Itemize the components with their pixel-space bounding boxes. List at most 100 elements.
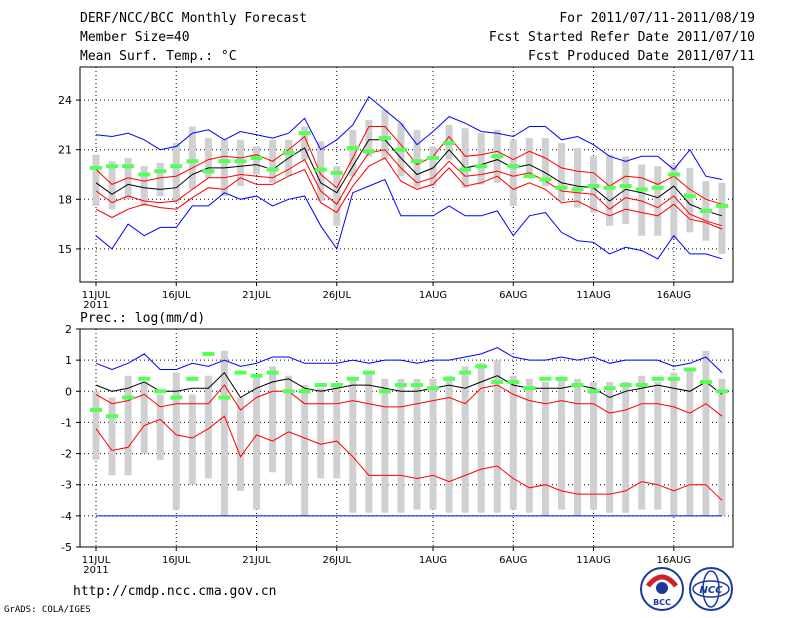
temp-spread-box: [301, 126, 309, 160]
prec-obs-mark: [330, 383, 343, 388]
prec-obs-mark: [475, 364, 488, 369]
prec-spread-box: [397, 378, 405, 513]
prec-obs-mark: [427, 386, 440, 391]
temp-spread-box: [477, 133, 485, 185]
prec-obs-mark: [699, 379, 712, 384]
temp-spread-box: [654, 166, 662, 236]
prec-ytick-label: -2: [61, 448, 72, 461]
temp-xtick-label: 26JUL: [322, 290, 351, 301]
prec-ytick-label: -5: [61, 541, 72, 554]
prec-spread-box: [413, 378, 421, 510]
temp-obs-mark: [667, 172, 680, 177]
temp-spread-box: [461, 128, 469, 188]
prec-xtick-label: 21JUL: [242, 555, 271, 566]
temp-obs-mark: [122, 164, 135, 169]
temp-spread-box: [108, 161, 116, 210]
prec-obs-mark: [394, 383, 407, 388]
prec-spread-box: [301, 385, 309, 516]
agency-logos: BCC NCC: [640, 567, 733, 611]
temp-obs-mark: [651, 185, 664, 190]
temp-obs-mark: [571, 187, 584, 192]
temp-spread-box: [204, 138, 212, 178]
temp-spread-box: [140, 166, 148, 206]
bcc-logo-text: BCC: [653, 598, 671, 607]
prec-spread-box: [686, 369, 694, 516]
temp-series-lowest: [95, 157, 723, 230]
prec-spread-box: [236, 397, 244, 491]
prec-obs-mark: [635, 383, 648, 388]
temp-spread-box: [365, 119, 373, 157]
prec-obs-mark: [411, 383, 423, 388]
temp-spread-box: [525, 138, 533, 175]
temp-obs-mark: [250, 155, 263, 160]
prec-spread-box: [461, 366, 469, 513]
prec-obs-mark: [667, 376, 680, 381]
prec-obs-mark: [651, 376, 664, 381]
temp-year-label: 2011: [83, 300, 108, 311]
source-url[interactable]: http://cmdp.ncc.cma.gov.cn: [73, 584, 277, 599]
prec-obs-mark: [715, 389, 728, 394]
temp-ytick-label: 21: [58, 144, 72, 157]
prec-obs-mark: [443, 376, 456, 381]
prec-spread-box: [269, 366, 277, 473]
temp-spread-box: [172, 143, 180, 203]
temp-obs-mark: [170, 164, 183, 169]
prec-spread-box: [220, 350, 228, 516]
prec-spread-box: [140, 381, 148, 454]
prec-obs-mark: [266, 370, 279, 375]
temp-obs-mark: [411, 159, 423, 164]
prec-spread-box: [204, 375, 212, 479]
prec-obs-mark: [571, 383, 584, 388]
prec-ytick-label: 2: [65, 323, 72, 336]
prec-spread-box: [622, 381, 630, 513]
prec-spread-box: [493, 360, 501, 513]
prec-xtick-label: 11JUL: [82, 555, 111, 566]
prec-spread-box: [253, 375, 260, 510]
prec-ytick-label: -4: [61, 510, 72, 523]
prec-spread-box: [574, 378, 581, 516]
prec-obs-mark: [346, 376, 359, 381]
prec-obs-mark: [90, 407, 102, 412]
temp-spread-box: [381, 110, 389, 160]
temp-spread-box: [574, 148, 581, 208]
temp-obs-mark: [90, 165, 102, 170]
temp-obs-mark: [154, 169, 167, 174]
prec-spread-box: [365, 372, 373, 513]
prec-ytick-label: 0: [65, 385, 72, 398]
forecast-produced-date: Fcst Produced Date 2011/07/11: [528, 49, 755, 64]
temp-obs-mark: [394, 147, 407, 152]
temp-spread-box: [670, 164, 678, 239]
temp-spread-box: [638, 164, 646, 236]
temp-obs-mark: [330, 170, 343, 175]
temp-spread-box: [429, 146, 437, 187]
temp-obs-mark: [218, 159, 231, 164]
prec-obs-mark: [459, 370, 472, 375]
temp-obs-mark: [378, 136, 391, 141]
prec-spread-box: [429, 378, 437, 510]
prec-spread-box: [702, 350, 710, 516]
prec-spread-box: [654, 381, 662, 510]
temp-series-mean: [95, 139, 723, 217]
prec-obs-mark: [250, 373, 263, 378]
prec-xtick-label: 11AUG: [576, 555, 611, 566]
temp-spread-box: [156, 162, 164, 196]
prec-series-lower: [95, 415, 723, 501]
temp-obs-mark: [699, 208, 712, 213]
prec-xtick-label: 16JUL: [162, 555, 191, 566]
temp-obs-mark: [715, 203, 728, 208]
temp-spread-box: [253, 146, 260, 175]
prec-spread-box: [638, 375, 646, 510]
temp-obs-mark: [138, 172, 151, 177]
temp-obs-mark: [106, 164, 119, 169]
temp-series-min: [95, 178, 723, 260]
member-size: Member Size=40: [80, 30, 190, 45]
prec-obs-mark: [282, 389, 295, 394]
temp-spread-box: [718, 182, 726, 254]
temp-spread-box: [349, 129, 357, 177]
temp-xtick-label: 1AUG: [419, 290, 447, 301]
prec-xtick-label: 6AUG: [499, 555, 527, 566]
prec-obs-mark: [523, 386, 536, 391]
temp-spread-box: [92, 154, 100, 206]
forecast-period: For 2011/07/11-2011/08/19: [559, 11, 755, 26]
